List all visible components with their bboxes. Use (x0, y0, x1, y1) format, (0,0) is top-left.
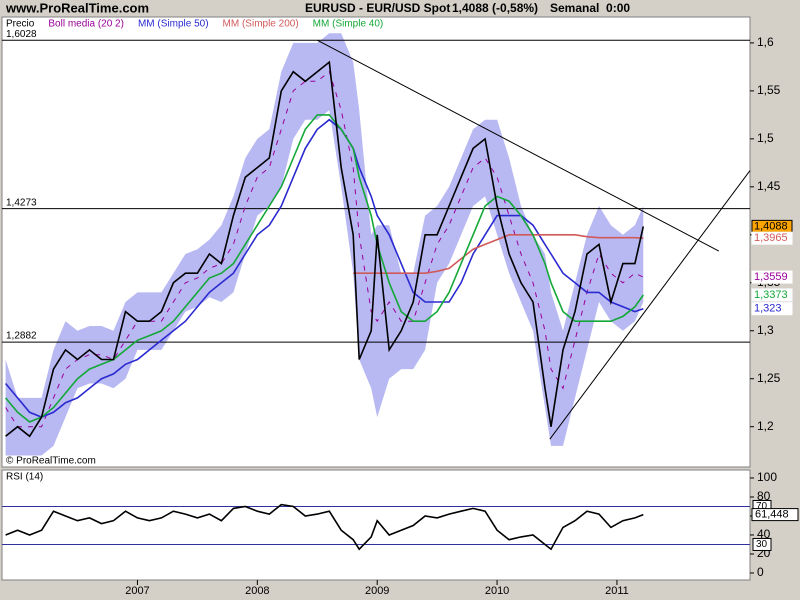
last-value-box (751, 288, 793, 302)
level-label: 1,6028 (6, 29, 37, 40)
y-tick-label: 1,45 (757, 179, 781, 193)
level-label: 30 (756, 539, 768, 550)
last-value-label: 61,448 (755, 509, 789, 521)
legend-entry: MM (Simple 50) (138, 19, 209, 30)
y-tick-label: 1,6 (757, 35, 774, 49)
last-value-label: 1,3373 (754, 289, 788, 301)
last-value-box (751, 508, 799, 522)
x-tick-label: 2008 (245, 585, 269, 597)
level-label: 1,2882 (6, 331, 37, 342)
legend-entry: Precio (6, 19, 35, 30)
y-tick-label: 1,2 (757, 419, 774, 433)
last-value-label: 1,3965 (754, 232, 788, 244)
legend-entry: MM (Simple 40) (313, 19, 384, 30)
x-tick-label: 2007 (125, 585, 149, 597)
last-value-box (751, 302, 793, 316)
site-header: www.ProRealTime.com (5, 0, 149, 15)
last-value-box (751, 231, 793, 245)
legend-entry: MM (Simple 200) (223, 19, 299, 30)
y-tick-label: 100 (757, 470, 777, 484)
level-label: 1,4273 (6, 197, 37, 208)
last-value-label: 1,323 (754, 303, 782, 315)
last-value-box (751, 270, 793, 284)
series-line (4, 114, 644, 423)
series-line (5, 60, 645, 438)
chart-title: EURUSD - EUR/USD Spot (305, 1, 450, 15)
y-tick-label: 1,25 (757, 371, 781, 385)
period: Semanal 0:00 (550, 1, 630, 15)
level-label: 70 (756, 501, 768, 512)
y-tick-label: 80 (757, 489, 771, 503)
series-line (4, 118, 644, 418)
last-value-label: 1,3559 (754, 271, 788, 283)
trendline (549, 170, 751, 440)
y-tick-label: 1,3 (757, 323, 774, 337)
footer: © ProRealTime.com (6, 456, 96, 467)
legend-entry: Boll media (20 2) (48, 19, 124, 30)
trendline (317, 39, 720, 252)
series-line (353, 234, 644, 274)
y-tick-label: 1,55 (757, 83, 781, 97)
x-tick-label: 2010 (485, 585, 509, 597)
y-tick-label: 0 (757, 565, 764, 579)
level-label-box (752, 537, 772, 551)
last-value-label: 1,4088 (754, 220, 788, 232)
x-tick-label: 2011 (605, 585, 629, 597)
plot-layer: 1,21,251,31,351,41,451,51,551,61,60281,4… (2, 19, 799, 597)
y-tick-label: 40 (757, 527, 771, 541)
series-line (5, 70, 644, 428)
series-line (5, 503, 644, 551)
quote: 1,4088 (-0,58%) (452, 1, 538, 15)
legend-entry: RSI (14) (6, 472, 43, 483)
x-tick-label: 2009 (365, 585, 389, 597)
y-tick-label: 1,5 (757, 131, 774, 145)
